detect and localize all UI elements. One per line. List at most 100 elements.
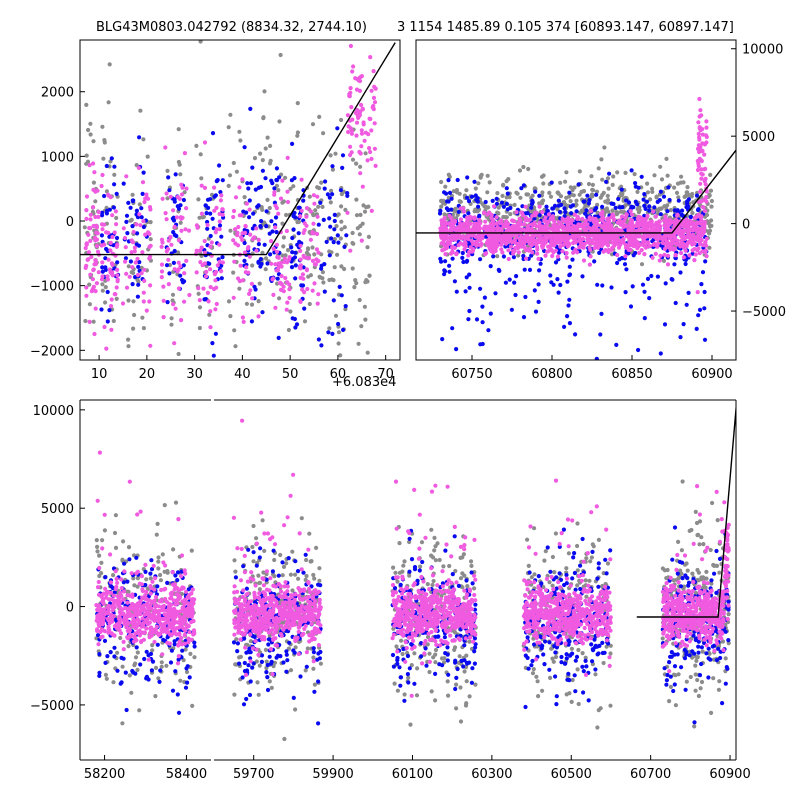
bottom-point-pink-outliers (95, 498, 100, 503)
top-right-point-blue (681, 322, 686, 327)
top-left-point-blue (332, 212, 337, 217)
bottom-point-pink (162, 612, 167, 617)
top-right-point-pink (611, 214, 616, 219)
bottom-point-pink-outliers (159, 627, 164, 633)
top-left-point-gray (194, 143, 199, 148)
top-left-point-pink (88, 226, 93, 231)
bottom-point-blue (176, 710, 182, 715)
bottom-point-blue (169, 648, 174, 653)
top-right-point-pink (527, 247, 532, 252)
top-right-point-pink (443, 252, 448, 257)
top-right-point-pink (564, 238, 569, 243)
bottom-point-pink (155, 618, 160, 623)
top-right-point-blue (552, 203, 558, 208)
top-left-point-blue (130, 199, 136, 204)
top-left-point-gray (178, 220, 183, 225)
top-left-point-blue (202, 297, 207, 302)
top-left-point-blue (172, 232, 177, 238)
bottom-point-pink-outliers (143, 562, 148, 568)
top-right-point-pink (555, 254, 561, 259)
top-left-point-rise (361, 120, 366, 125)
bottom-point-blue (134, 555, 139, 560)
top-right-point-pink (591, 217, 596, 222)
top-right-point-blue (529, 201, 535, 207)
top-right-point-blue (690, 251, 695, 256)
bottom-point-pink-outliers (170, 570, 175, 575)
top-left-point-gray (267, 205, 272, 211)
top-left-point-gray (342, 225, 347, 230)
bottom-point-pink (140, 595, 145, 600)
top-right-point-pink (514, 235, 519, 240)
top-left-point-pink (256, 237, 261, 242)
top-left-point-blue (256, 242, 261, 247)
top-left-point-rise (369, 208, 374, 213)
bottom-point-gray (99, 571, 104, 576)
top-left-point-pink (220, 207, 225, 212)
top-right-point-pink (585, 222, 590, 227)
top-right-point-pink (536, 256, 541, 261)
top-left-point-pink (102, 324, 107, 330)
top-left-point-rise (356, 78, 362, 83)
top-left-point-blue (176, 206, 182, 211)
top-right-point-blue (649, 273, 654, 279)
top-left-point-gray (280, 221, 285, 226)
top-left-point-gray (233, 344, 238, 349)
top-left-point-blue (337, 284, 342, 289)
top-right-point-rise (695, 290, 700, 295)
top-left-point-pink (144, 192, 149, 197)
top-right-point-pink (686, 226, 691, 231)
bottom-point-gray (104, 676, 109, 681)
top-left-point-blue (203, 203, 208, 208)
top-left-point-blue (242, 145, 247, 150)
bottom-point-blue (175, 692, 180, 697)
top-left-point-pink (108, 240, 113, 245)
bottom-point-pink (122, 589, 127, 594)
top-left-point-pink (217, 259, 222, 264)
bottom-point-pink (136, 631, 141, 636)
bottom-point-pink (102, 607, 107, 612)
top-right-point-blue (537, 213, 542, 218)
top-right-point-blue (597, 250, 602, 255)
top-left-point-blue (181, 197, 186, 203)
bottom-point-gray (137, 708, 142, 713)
top-left-point-pink (101, 222, 107, 227)
bottom-point-pink (121, 611, 126, 616)
bottom-point-pink (121, 639, 126, 645)
top-right-point-blue (599, 311, 604, 316)
bottom-point-pink-outliers (116, 594, 121, 599)
top-right-point-pink (495, 238, 500, 243)
top-left-point-rise (354, 120, 360, 125)
top-left-point-pink (84, 242, 89, 247)
top-left-point-gray (265, 197, 270, 202)
top-right-point-gray (685, 185, 690, 190)
top-left-point-blue (324, 239, 329, 244)
top-right-point-gray (707, 224, 713, 229)
top-left-point-pink (315, 214, 320, 219)
top-left-point-gray (129, 270, 134, 275)
top-left-point-pink (182, 271, 187, 276)
top-right-point-gray (446, 172, 451, 177)
bottom-point-pink (190, 609, 195, 614)
bottom-point-pink-outliers (153, 576, 158, 581)
top-right-point-blue (447, 263, 452, 268)
bottom-point-pink (119, 586, 124, 591)
top-right-point-rise (697, 135, 702, 140)
top-right-point-pink (573, 240, 578, 245)
bottom-point-pink (117, 624, 122, 629)
top-left-point-blue (206, 261, 211, 266)
top-left-point-gray (165, 168, 170, 173)
top-left-point-pink (114, 285, 119, 290)
top-right-point-pink (637, 215, 642, 220)
top-right-point-pink (664, 239, 670, 244)
top-left-point-gray (256, 299, 261, 304)
bottom-point-pink (134, 638, 139, 643)
bottom-point-pink (179, 635, 184, 641)
top-left-point-blue (290, 250, 295, 255)
top-left-point-pink (217, 227, 222, 232)
bottom-point-blue (186, 587, 191, 592)
top-right-point-pink (687, 253, 692, 258)
top-left-point-pink (298, 243, 303, 248)
top-left-x-10-label: 10 (91, 367, 108, 382)
top-left-point-pink (304, 267, 309, 272)
top-left-point-pink (231, 208, 237, 214)
